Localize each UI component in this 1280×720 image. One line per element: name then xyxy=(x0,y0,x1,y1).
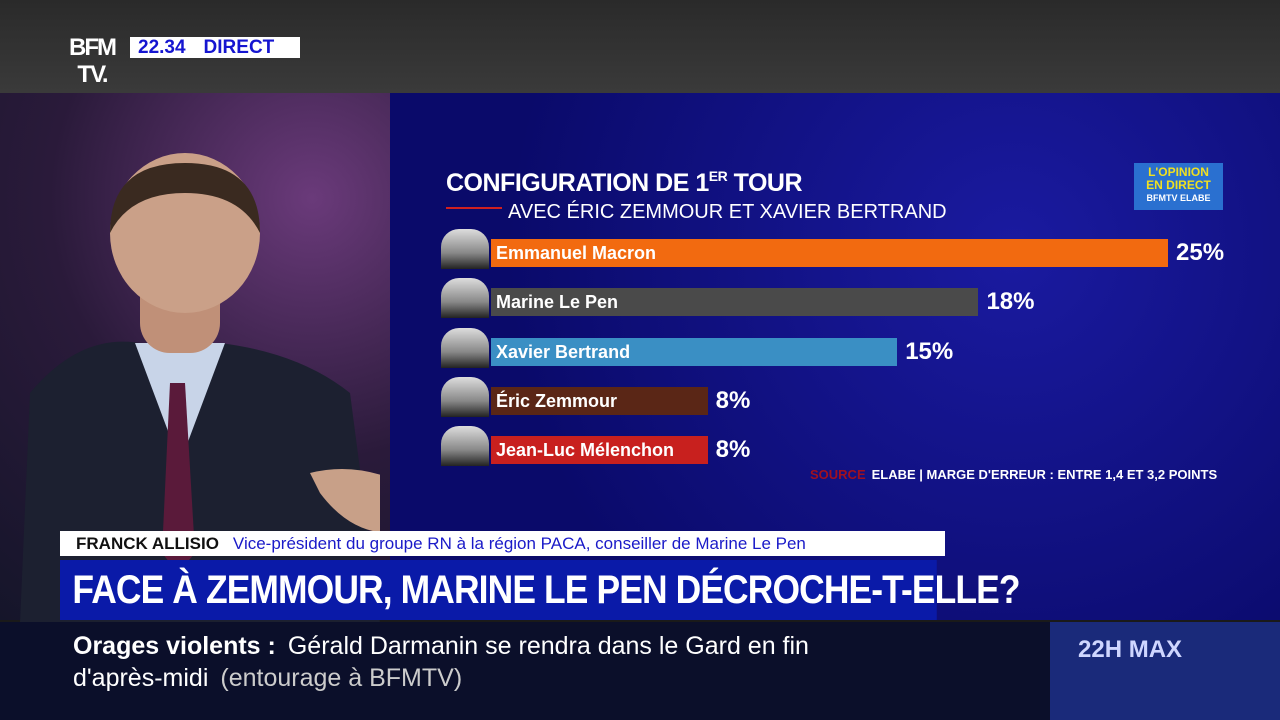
candidate-photo xyxy=(441,327,489,368)
candidate-photo xyxy=(441,426,489,467)
badge-line: L'OPINION xyxy=(1148,165,1209,179)
ticker-line-2: d'après-midi (entourage à BFMTV) xyxy=(73,664,462,693)
source-text: ELABE | MARGE D'ERREUR : ENTRE 1,4 ET 3,… xyxy=(871,467,1218,482)
guest-role: Vice-président du groupe RN à la région … xyxy=(232,533,806,553)
title-divider xyxy=(446,207,502,209)
program-badge: 22H MAX xyxy=(1050,622,1280,720)
data-label: 18% xyxy=(986,288,1035,316)
clock-badge: 22.34 DIRECT xyxy=(130,37,300,58)
badge-line: BFMTV ELABE xyxy=(1146,193,1211,203)
ticker-line-1: Orages violents : Gérald Darmanin se rend… xyxy=(73,632,809,661)
ticker-topic: Orages violents : xyxy=(73,632,276,660)
chart-title: CONFIGURATION DE 1ER TOUR xyxy=(446,168,803,198)
title-end: TOUR xyxy=(727,169,803,197)
chart-source: SOURCE ELABE | MARGE D'ERREUR : ENTRE 1,4… xyxy=(810,467,1217,483)
data-label: 8% xyxy=(715,436,751,464)
bar: Marine Le Pen xyxy=(491,288,979,317)
data-label: 8% xyxy=(715,386,751,414)
source-label: SOURCE xyxy=(810,467,866,482)
headline: FACE À ZEMMOUR, MARINE LE PEN DÉCROCHE-T… xyxy=(60,560,1021,620)
bfmtv-logo: BFM TV. xyxy=(69,34,117,88)
live-label: DIRECT xyxy=(203,37,275,58)
bar: Xavier Bertrand xyxy=(491,337,898,366)
ticker-text: d'après-midi xyxy=(73,664,209,692)
title-sup: ER xyxy=(708,168,728,184)
data-label: 25% xyxy=(1176,239,1225,266)
candidate-photo xyxy=(441,376,489,417)
time: 22.34 xyxy=(138,37,186,58)
candidate-photo xyxy=(441,278,489,319)
guest-name: FRANCK ALLISIO xyxy=(76,533,219,553)
chart-subtitle: AVEC ÉRIC ZEMMOUR ET XAVIER BERTRAND xyxy=(508,201,947,223)
ticker-text: Gérald Darmanin se rendra dans le Gard e… xyxy=(287,632,809,660)
bar: Éric Zemmour xyxy=(491,386,708,415)
bar: Emmanuel Macron xyxy=(491,239,1168,267)
data-label: 15% xyxy=(905,337,954,365)
candidate-photo xyxy=(441,229,489,269)
guest-name-strip: FRANCK ALLISIO Vice-président du groupe R… xyxy=(60,531,945,556)
studio-video xyxy=(0,93,390,623)
badge-line: EN DIRECT xyxy=(1146,178,1211,192)
bar: Jean-Luc Mélenchon xyxy=(491,436,708,465)
title-text: CONFIGURATION DE 1 xyxy=(446,169,709,197)
guest-video-image xyxy=(20,153,380,623)
ticker-source: (entourage à BFMTV) xyxy=(220,664,463,692)
opinion-badge: L'OPINION EN DIRECT BFMTV ELABE xyxy=(1134,163,1223,210)
